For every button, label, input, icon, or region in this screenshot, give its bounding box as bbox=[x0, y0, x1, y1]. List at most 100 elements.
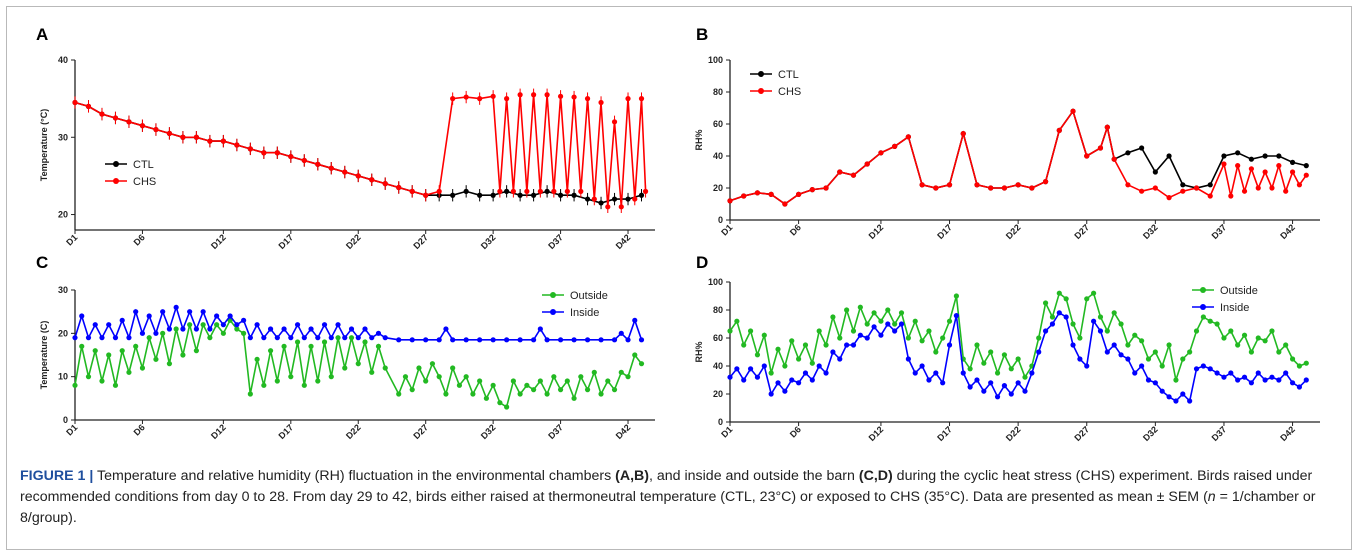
data-point bbox=[571, 395, 577, 401]
data-point bbox=[830, 349, 836, 355]
data-point bbox=[1180, 391, 1186, 397]
data-point bbox=[92, 322, 98, 328]
data-point bbox=[1221, 161, 1227, 167]
x-tick-label: D27 bbox=[411, 422, 430, 441]
data-point bbox=[187, 309, 193, 315]
data-point bbox=[898, 310, 905, 316]
data-point bbox=[557, 93, 564, 99]
data-point bbox=[885, 321, 891, 327]
data-point bbox=[1111, 342, 1117, 348]
x-tick-label: D37 bbox=[546, 422, 565, 441]
data-point bbox=[625, 96, 631, 102]
data-point bbox=[1283, 370, 1289, 376]
data-point bbox=[967, 384, 973, 390]
data-point bbox=[254, 322, 260, 328]
data-point bbox=[119, 317, 125, 323]
data-point bbox=[436, 188, 442, 194]
y-tick-label: 30 bbox=[58, 132, 68, 142]
data-point bbox=[551, 188, 557, 194]
data-point bbox=[146, 313, 152, 319]
x-tick-label: D22 bbox=[1004, 424, 1023, 443]
data-point bbox=[301, 382, 307, 388]
panel-letter-c: C bbox=[36, 253, 48, 272]
legend-label: CTL bbox=[778, 69, 799, 81]
data-point bbox=[1015, 356, 1021, 362]
data-point bbox=[1241, 188, 1248, 194]
data-point bbox=[994, 394, 1001, 400]
data-point bbox=[816, 363, 822, 369]
data-point bbox=[584, 196, 591, 202]
data-point bbox=[267, 326, 274, 332]
data-point bbox=[919, 363, 925, 369]
data-point bbox=[1125, 150, 1131, 156]
data-point bbox=[537, 188, 543, 194]
data-point bbox=[625, 337, 631, 343]
data-point bbox=[436, 337, 442, 343]
legend-marker bbox=[758, 71, 764, 77]
data-point bbox=[490, 93, 496, 99]
data-point bbox=[1097, 145, 1104, 151]
data-point bbox=[409, 337, 415, 343]
data-point bbox=[281, 343, 287, 349]
data-point bbox=[974, 182, 980, 188]
data-point bbox=[1118, 321, 1124, 327]
data-point bbox=[809, 377, 815, 383]
data-point bbox=[584, 387, 591, 393]
data-point bbox=[173, 304, 179, 310]
data-point bbox=[214, 322, 220, 328]
data-point bbox=[308, 343, 314, 349]
data-point bbox=[335, 335, 341, 341]
data-point bbox=[72, 99, 78, 106]
data-point bbox=[638, 361, 645, 367]
data-point bbox=[994, 370, 1001, 376]
data-point bbox=[1228, 193, 1234, 199]
data-point bbox=[328, 374, 334, 380]
data-point bbox=[564, 188, 570, 194]
data-point bbox=[409, 188, 415, 194]
data-point bbox=[1276, 163, 1282, 169]
data-point bbox=[611, 337, 618, 343]
data-point bbox=[112, 382, 119, 388]
series-outside bbox=[72, 317, 645, 410]
data-point bbox=[1255, 335, 1261, 341]
data-point bbox=[254, 356, 260, 362]
data-point bbox=[294, 322, 301, 328]
data-point bbox=[1104, 349, 1110, 355]
data-point bbox=[1276, 377, 1282, 383]
data-point bbox=[1289, 356, 1296, 362]
data-point bbox=[871, 310, 877, 316]
data-point bbox=[1269, 374, 1275, 380]
data-point bbox=[1166, 394, 1172, 400]
data-point bbox=[342, 335, 348, 341]
data-point bbox=[905, 335, 911, 341]
data-point bbox=[912, 318, 918, 324]
x-tick-label: D32 bbox=[479, 232, 498, 251]
data-point bbox=[578, 188, 584, 194]
legend-label: Outside bbox=[1220, 285, 1258, 297]
x-tick-label: D22 bbox=[1004, 222, 1023, 241]
data-point bbox=[926, 377, 932, 383]
data-point bbox=[450, 365, 456, 371]
data-point bbox=[1118, 352, 1124, 358]
data-point bbox=[1187, 398, 1193, 404]
data-point bbox=[919, 182, 925, 188]
data-point bbox=[99, 335, 105, 341]
data-point bbox=[294, 339, 301, 345]
caption-text-4: = 1/chamber or 8/group). bbox=[20, 489, 1316, 526]
data-point bbox=[802, 342, 809, 348]
data-point bbox=[761, 363, 767, 369]
data-point bbox=[369, 177, 375, 183]
data-point bbox=[1111, 310, 1117, 316]
data-point bbox=[1296, 384, 1303, 390]
data-point bbox=[1056, 290, 1062, 296]
data-point bbox=[864, 321, 870, 327]
x-tick-label: D17 bbox=[276, 422, 295, 441]
x-tick-label: D22 bbox=[344, 422, 363, 441]
data-point bbox=[1042, 300, 1049, 306]
data-point bbox=[328, 165, 334, 171]
data-point bbox=[1193, 185, 1200, 191]
y-tick-label: 0 bbox=[63, 415, 68, 425]
data-point bbox=[1303, 172, 1309, 178]
data-point bbox=[193, 348, 199, 354]
data-point bbox=[1269, 328, 1275, 334]
